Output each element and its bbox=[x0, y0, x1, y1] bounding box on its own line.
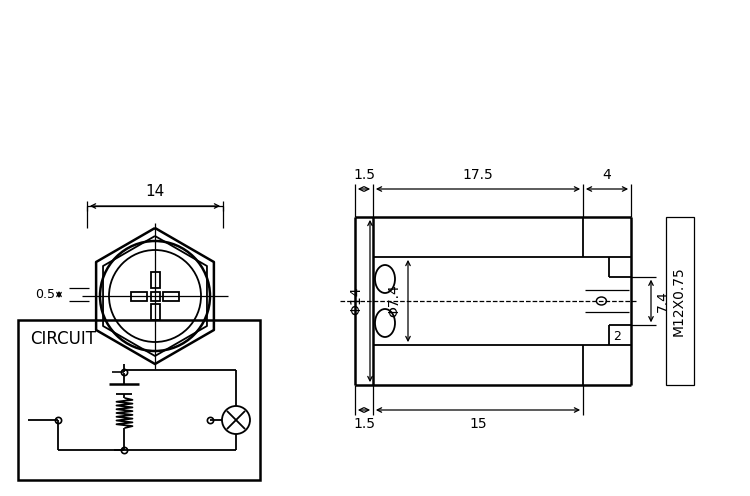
Text: 1.5: 1.5 bbox=[353, 168, 375, 182]
Bar bbox=[151, 304, 160, 320]
Bar bbox=[666, 217, 694, 385]
Text: 7.4: 7.4 bbox=[656, 290, 670, 312]
Ellipse shape bbox=[375, 265, 395, 293]
Bar bbox=[163, 292, 179, 301]
Bar bbox=[18, 320, 260, 480]
Text: 0.5: 0.5 bbox=[35, 288, 55, 301]
Text: CIRCUIT: CIRCUIT bbox=[30, 330, 96, 348]
Bar bbox=[131, 292, 147, 301]
Text: 14: 14 bbox=[146, 184, 165, 199]
Text: 15: 15 bbox=[470, 417, 487, 431]
Text: 1.5: 1.5 bbox=[353, 417, 375, 431]
Ellipse shape bbox=[375, 309, 395, 337]
Text: M12X0.75: M12X0.75 bbox=[672, 266, 686, 336]
Text: Φ14: Φ14 bbox=[349, 287, 363, 315]
Text: Φ7.4: Φ7.4 bbox=[387, 285, 401, 317]
Bar bbox=[151, 292, 160, 301]
Text: 17.5: 17.5 bbox=[463, 168, 494, 182]
Text: 4: 4 bbox=[603, 168, 611, 182]
Text: 2: 2 bbox=[614, 330, 621, 343]
Bar bbox=[151, 272, 160, 288]
